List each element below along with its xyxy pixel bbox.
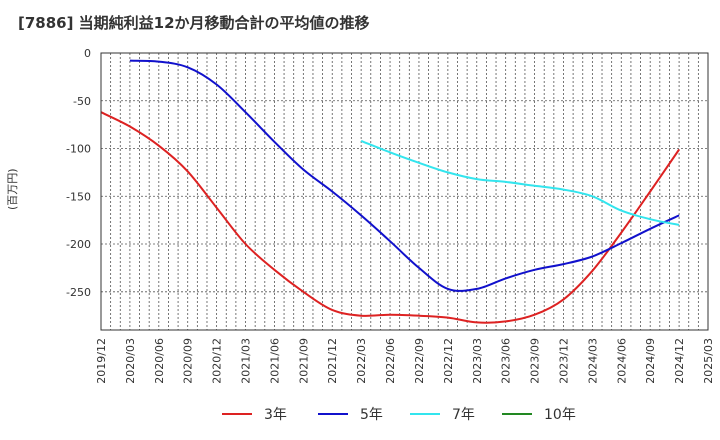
x-tick-label: 2022/03 (355, 338, 368, 384)
plot-area-frame (100, 52, 709, 331)
y-tick-label: -100 (66, 143, 91, 156)
y-tick-label: -150 (66, 190, 91, 203)
x-tick-label: 2023/09 (529, 338, 542, 384)
legend: 3年 5年 7年 10年 (222, 407, 576, 423)
series-lines (100, 59, 680, 324)
axes: 0 -50 -100 -150 -200 -250 2019/12 2020/03 2020/0… (66, 47, 715, 384)
y-tick-label: -50 (73, 95, 91, 108)
x-tick-label: 2020/03 (124, 338, 137, 384)
x-tick-label: 2021/12 (326, 338, 339, 384)
chart-title: [7886] 当期純利益12か月移動合計の平均値の推移 (18, 14, 370, 32)
x-tick-label: 2024/03 (586, 338, 599, 384)
x-tick-label: 2022/12 (442, 338, 455, 384)
x-tick-label: 2020/09 (182, 338, 195, 384)
grid (100, 52, 709, 330)
legend-label: 10年 (544, 407, 576, 423)
x-tick-label: 2025/03 (702, 338, 715, 384)
series-line-3 (360, 139, 680, 226)
x-tick-label: 2022/09 (413, 338, 426, 384)
legend-label: 7年 (452, 407, 475, 423)
y-tick-label: 0 (84, 47, 91, 60)
series-line-1 (100, 111, 680, 324)
x-tick-label: 2020/06 (153, 338, 166, 384)
series-line-2 (129, 59, 680, 292)
x-tick-label: 2021/09 (297, 338, 310, 384)
x-tick-label: 2020/12 (211, 338, 224, 384)
y-tick-label: -200 (66, 238, 91, 251)
x-tick-label: 2024/06 (615, 338, 628, 384)
x-tick-label: 2019/12 (95, 338, 108, 384)
legend-label: 3年 (264, 407, 287, 423)
legend-label: 5年 (360, 407, 383, 423)
x-tick-label: 2021/03 (240, 338, 253, 384)
x-tick-label: 2023/06 (500, 338, 513, 384)
x-tick-label: 2022/06 (384, 338, 397, 384)
y-tick-label: -250 (66, 286, 91, 299)
x-tick-label: 2021/06 (268, 338, 281, 384)
x-tick-label: 2023/12 (557, 338, 570, 384)
x-tick-label: 2023/03 (471, 338, 484, 384)
x-tick-label: 2024/12 (673, 338, 686, 384)
x-tick-label: 2024/09 (644, 338, 657, 384)
